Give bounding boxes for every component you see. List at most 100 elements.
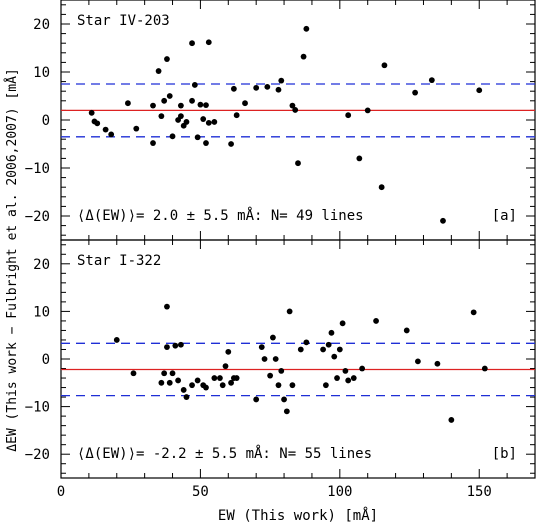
data-point	[189, 40, 195, 47]
data-point	[286, 308, 293, 315]
data-point	[278, 77, 285, 84]
data-point	[440, 217, 446, 224]
data-point	[270, 334, 276, 341]
panel-a: 20 10 0 −10 −20 Star IV-203 ⟨Δ(EW)⟩= 2.0 ± 5.5…	[25, 0, 536, 241]
y-tick-label: 10	[33, 65, 50, 81]
y-tick-label: −10	[25, 400, 50, 416]
y-tick-label: 10	[33, 304, 50, 320]
data-point	[183, 119, 190, 125]
data-point	[169, 133, 176, 140]
data-point	[130, 370, 137, 377]
data-point	[264, 83, 271, 90]
data-point	[412, 89, 419, 96]
data-point	[342, 368, 349, 374]
data-point	[200, 116, 207, 122]
data-point	[166, 93, 173, 99]
data-point	[211, 375, 218, 381]
data-point	[150, 140, 156, 146]
y-tick-label: 20	[33, 257, 50, 273]
data-point	[275, 86, 282, 93]
data-point	[258, 344, 265, 350]
data-point	[219, 382, 226, 389]
data-point	[378, 184, 385, 191]
data-point	[180, 387, 187, 393]
data-point	[373, 318, 379, 324]
data-point	[281, 396, 287, 403]
data-point	[303, 25, 310, 32]
x-tick-labels: 0 50 100 150	[57, 484, 492, 500]
data-point	[205, 39, 212, 46]
panel-b: 20 10 0 −10 −20 Star I-322 ⟨Δ(EW)⟩= -2.2 ± 5.5…	[25, 239, 536, 479]
data-point	[233, 375, 240, 381]
data-point	[334, 375, 340, 381]
data-point	[283, 408, 290, 415]
data-point	[322, 382, 329, 389]
data-point	[289, 382, 296, 389]
data-point	[261, 356, 268, 362]
data-point	[177, 113, 184, 120]
data-point	[183, 394, 190, 400]
data-point	[476, 87, 483, 94]
data-point	[158, 379, 165, 386]
data-point	[278, 368, 285, 374]
data-point	[161, 370, 168, 377]
data-point	[345, 377, 352, 384]
star-label: Star I-322	[77, 253, 161, 269]
data-point	[161, 97, 168, 104]
data-point	[194, 134, 201, 141]
data-point	[203, 384, 209, 391]
y-tick-label: −20	[25, 447, 50, 463]
data-point	[197, 101, 204, 108]
data-point	[242, 100, 248, 107]
data-point	[94, 120, 101, 127]
data-point	[297, 346, 304, 353]
data-point	[339, 320, 346, 327]
data-point	[289, 102, 296, 109]
data-point	[381, 62, 388, 69]
data-point	[177, 341, 184, 348]
data-point	[133, 125, 140, 132]
data-point	[203, 140, 209, 146]
data-point	[225, 348, 232, 355]
data-point	[345, 112, 352, 119]
data-point	[166, 379, 173, 386]
plot-frame	[60, 239, 536, 479]
x-tick-label: 0	[57, 484, 65, 500]
data-point	[448, 417, 455, 423]
data-point	[336, 346, 343, 353]
data-point	[403, 327, 410, 334]
data-point	[150, 102, 156, 109]
data-point	[194, 377, 201, 384]
data-point	[191, 82, 198, 88]
mean-annotation: ⟨Δ(EW)⟩= -2.2 ± 5.5 mÅ: N= 55 lines	[77, 445, 372, 462]
x-axis-label: EW (This work) [mÅ]	[218, 507, 378, 524]
data-point	[428, 77, 435, 84]
y-tick-label: 0	[42, 352, 50, 368]
data-point	[230, 85, 237, 92]
panel-label: [a]	[492, 208, 517, 224]
data-point	[164, 344, 170, 350]
data-point	[189, 97, 195, 104]
data-point	[272, 356, 279, 362]
data-point	[228, 379, 234, 386]
data-point	[164, 56, 170, 62]
y-tick-label: −20	[25, 209, 50, 225]
data-point	[189, 382, 195, 389]
data-point	[102, 126, 109, 133]
data-point	[158, 113, 165, 120]
data-point	[350, 375, 357, 381]
data-point	[203, 102, 209, 109]
plot-frame	[60, 0, 536, 241]
data-point	[275, 382, 282, 389]
data-point	[481, 365, 488, 372]
data-point	[295, 160, 301, 167]
y-tick-label: 20	[33, 17, 50, 33]
data-point	[292, 107, 299, 113]
data-point	[331, 353, 338, 360]
data-point	[172, 342, 179, 349]
data-point	[267, 372, 274, 379]
data-point	[169, 370, 176, 377]
data-point	[359, 365, 366, 372]
data-point	[253, 84, 260, 91]
y-tick-label: −10	[25, 161, 50, 177]
